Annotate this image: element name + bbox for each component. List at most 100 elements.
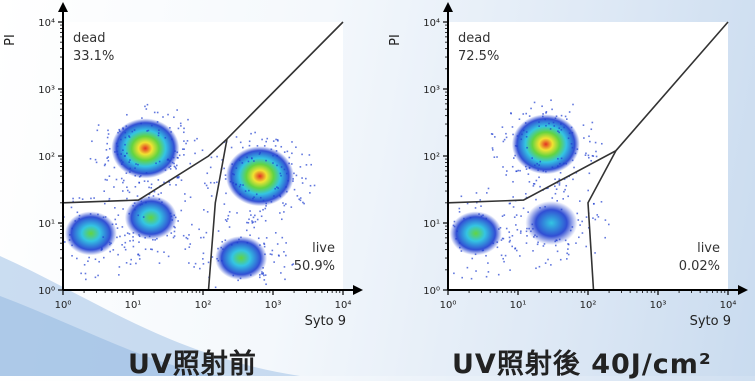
scatter-point bbox=[78, 214, 81, 217]
scatter-point bbox=[549, 128, 552, 130]
scatter-point bbox=[239, 141, 242, 144]
scatter-point bbox=[274, 145, 277, 147]
scatter-point bbox=[183, 154, 185, 156]
scatter-point bbox=[544, 118, 546, 121]
scatter-point bbox=[246, 241, 249, 244]
y-tick-label: 10⁴ bbox=[423, 18, 440, 29]
scatter-point bbox=[236, 212, 238, 214]
scatter-point bbox=[266, 137, 269, 140]
scatter-point bbox=[259, 276, 261, 279]
scatter-point bbox=[520, 230, 522, 233]
scatter-point bbox=[505, 227, 508, 230]
scatter-point bbox=[134, 174, 137, 177]
scatter-point bbox=[558, 127, 561, 130]
scatter-point bbox=[526, 227, 528, 230]
scatter-point bbox=[247, 221, 250, 224]
scatter-point bbox=[176, 109, 178, 111]
scatter-point bbox=[72, 197, 74, 200]
y-tick-label: 10¹ bbox=[38, 219, 55, 230]
scatter-point bbox=[223, 203, 226, 205]
scatter-point bbox=[512, 180, 514, 183]
scatter-point bbox=[283, 168, 286, 171]
scatter-point bbox=[557, 157, 559, 160]
y-axis-arrow bbox=[443, 2, 453, 12]
scatter-point bbox=[572, 178, 574, 181]
scatter-point bbox=[183, 148, 185, 150]
scatter-point bbox=[582, 124, 585, 126]
scatter-point bbox=[461, 276, 463, 279]
scatter-point bbox=[180, 179, 183, 182]
scatter-point bbox=[281, 236, 284, 239]
scatter-point bbox=[147, 129, 150, 132]
scatter-point bbox=[221, 159, 224, 161]
scatter-point bbox=[116, 227, 119, 229]
scatter-point bbox=[518, 118, 521, 120]
scatter-point bbox=[532, 250, 534, 252]
scatter-point bbox=[107, 159, 110, 162]
scatter-point bbox=[571, 146, 574, 149]
scatter-point bbox=[590, 159, 593, 162]
scatter-point bbox=[280, 174, 282, 177]
scatter-point bbox=[202, 263, 205, 265]
scatter-point bbox=[548, 122, 550, 125]
scatter-point bbox=[94, 158, 97, 161]
scatter-point bbox=[568, 111, 571, 113]
scatter-point bbox=[545, 111, 548, 113]
scatter-point bbox=[557, 165, 559, 167]
scatter-point bbox=[173, 165, 176, 168]
scatter-point bbox=[242, 146, 244, 149]
scatter-point bbox=[118, 128, 121, 131]
scatter-point bbox=[516, 145, 518, 147]
scatter-point bbox=[458, 242, 461, 244]
scatter-point bbox=[578, 200, 581, 202]
scatter-point bbox=[557, 130, 559, 132]
scatter-point bbox=[564, 239, 567, 242]
scatter-point bbox=[117, 253, 119, 256]
scatter-point bbox=[80, 272, 82, 275]
scatter-point bbox=[559, 162, 561, 165]
scatter-point bbox=[225, 192, 227, 195]
scatter-point bbox=[231, 163, 233, 165]
scatter-point bbox=[161, 201, 163, 204]
scatter-point bbox=[255, 193, 258, 196]
scatter-point bbox=[184, 200, 186, 202]
scatter-point bbox=[93, 197, 95, 199]
scatter-point bbox=[567, 248, 569, 250]
scatter-point bbox=[180, 125, 182, 127]
scatter-point bbox=[543, 243, 546, 245]
scatter-point bbox=[124, 143, 126, 146]
scatter-point bbox=[107, 129, 109, 132]
scatter-point bbox=[265, 202, 268, 205]
scatter-point bbox=[299, 199, 302, 202]
scatter-point bbox=[296, 195, 299, 197]
scatter-point bbox=[189, 162, 192, 165]
scatter-point bbox=[220, 246, 222, 249]
scatter-point bbox=[550, 264, 552, 266]
scatter-point bbox=[479, 199, 482, 201]
scatter-point bbox=[524, 122, 527, 124]
scatter-point bbox=[194, 262, 197, 265]
scatter-point bbox=[591, 121, 594, 124]
scatter-point bbox=[206, 172, 209, 175]
scatter-point bbox=[532, 185, 535, 187]
scatter-point bbox=[148, 235, 151, 238]
scatter-point bbox=[177, 127, 180, 130]
scatter-point bbox=[498, 228, 500, 230]
scatter-point bbox=[240, 236, 242, 239]
scatter-point bbox=[136, 195, 139, 197]
scatter-point bbox=[508, 231, 511, 233]
scatter-point bbox=[581, 232, 584, 234]
scatter-point bbox=[175, 164, 178, 167]
scatter-point bbox=[135, 163, 137, 165]
scatter-point bbox=[114, 151, 116, 153]
scatter-point bbox=[527, 173, 530, 175]
scatter-point bbox=[551, 166, 554, 169]
scatter-point bbox=[232, 274, 235, 277]
scatter-point bbox=[235, 167, 238, 169]
scatter-point bbox=[177, 176, 180, 179]
gate-line-boundary bbox=[447, 21, 729, 204]
scatter-point bbox=[181, 148, 184, 150]
scatter-point bbox=[124, 136, 127, 139]
scatter-point bbox=[272, 154, 274, 157]
scatter-point bbox=[123, 246, 126, 249]
